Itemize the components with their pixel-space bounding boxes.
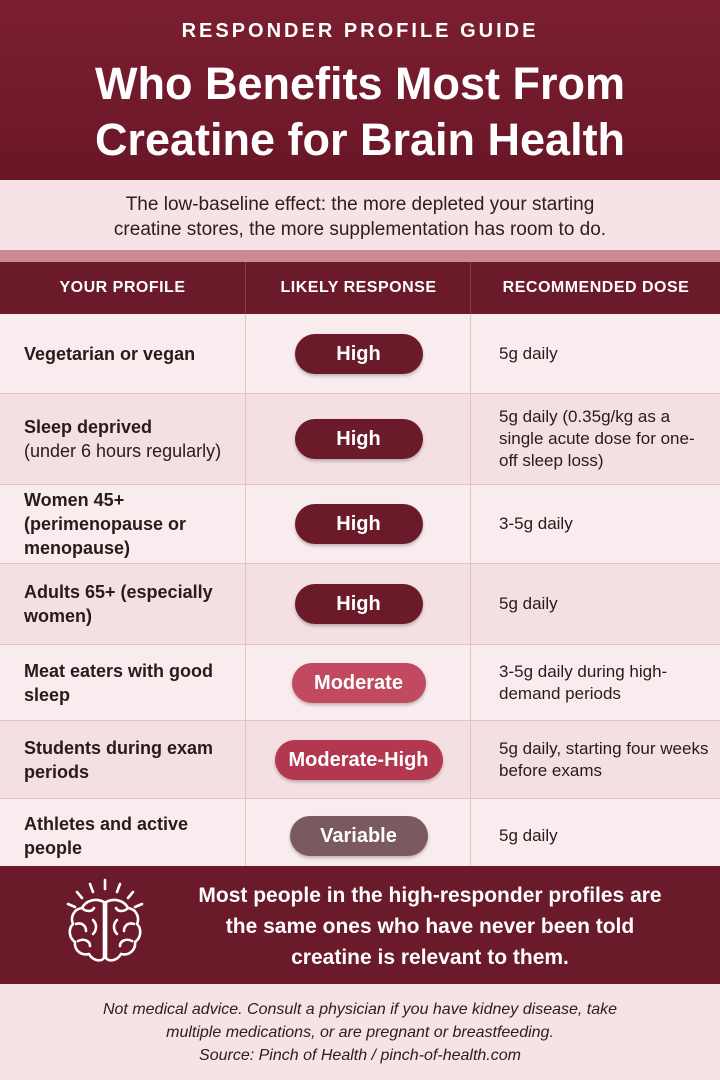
profile-cell: Meat eaters with good sleep — [0, 645, 245, 720]
intro-line-1: The low-baseline effect: the more deplet… — [125, 194, 595, 215]
footer-disclaimer: Not medical advice. Consult a physician … — [0, 984, 720, 1080]
dose-cell: 5g daily — [470, 799, 720, 872]
profile-cell: Adults 65+ (especially women) — [0, 564, 245, 644]
disclaimer-line-2: multiple medications, or are pregnant or… — [166, 1024, 554, 1041]
dose-cell: 5g daily — [470, 314, 720, 393]
callout-line-1: Most people in the high-responder profil… — [198, 884, 662, 907]
header-kicker: RESPONDER PROFILE GUIDE — [181, 20, 539, 42]
response-cell: Variable — [245, 799, 471, 872]
column-header-profile: YOUR PROFILE — [59, 279, 186, 296]
response-badge: Variable — [289, 815, 428, 856]
response-badge: High — [294, 333, 423, 374]
response-badge: High — [294, 584, 423, 624]
profile-label: Students during exam periods — [24, 737, 214, 782]
response-cell: High — [245, 564, 471, 644]
profile-note: (under 6 hours regularly) — [24, 441, 222, 461]
table-row: Meat eaters with good sleep Moderate 3-5… — [0, 645, 720, 721]
response-cell: High — [245, 314, 471, 393]
profile-cell: Athletes and active people — [0, 799, 245, 872]
responder-table: YOUR PROFILE LIKELY RESPONSE RECOMMENDED… — [0, 262, 720, 873]
dose-cell: 5g daily, starting four weeks before exa… — [470, 721, 720, 798]
profile-label: Athletes and active people — [24, 813, 189, 858]
profile-label: Meat eaters with good sleep — [24, 660, 214, 705]
column-header-dose: RECOMMENDED DOSE — [470, 262, 720, 314]
profile-label: Women 45+ (perimenopause or menopause) — [24, 490, 187, 558]
profile-label: Vegetarian or vegan — [24, 343, 196, 364]
page-title: Who Benefits Most From Creatine for Brai… — [0, 56, 720, 168]
table-row: Sleep deprived (under 6 hours regularly) … — [0, 394, 720, 485]
brain-icon — [66, 878, 144, 962]
profile-cell: Women 45+ (perimenopause or menopause) — [0, 485, 245, 563]
profile-cell: Students during exam periods — [0, 721, 245, 798]
table-row: Athletes and active people Variable 5g d… — [0, 799, 720, 873]
response-cell: High — [245, 485, 471, 563]
title-line-2: Creatine for Brain Health — [94, 114, 626, 165]
profile-cell: Sleep deprived (under 6 hours regularly) — [0, 394, 245, 484]
table-header: YOUR PROFILE LIKELY RESPONSE RECOMMENDED… — [0, 262, 720, 314]
profile-label: Sleep deprived — [24, 417, 153, 437]
table-row: Adults 65+ (especially women) High 5g da… — [0, 564, 720, 645]
source-line: Source: Pinch of Health / pinch-of-healt… — [199, 1047, 521, 1064]
table-row: Vegetarian or vegan High 5g daily — [0, 314, 720, 394]
table-body: Vegetarian or vegan High 5g daily Sleep … — [0, 314, 720, 873]
divider-band — [0, 250, 720, 262]
dose-cell: 5g daily — [470, 564, 720, 644]
response-badge: Moderate-High — [274, 739, 443, 780]
header: RESPONDER PROFILE GUIDE Who Benefits Mos… — [0, 0, 720, 180]
response-badge: High — [294, 504, 423, 544]
dose-cell: 3-5g daily during high-demand periods — [470, 645, 720, 720]
profile-cell: Vegetarian or vegan — [0, 314, 245, 393]
callout-line-3: creatine is relevant to them. — [291, 946, 569, 969]
disclaimer-line-1: Not medical advice. Consult a physician … — [102, 1001, 618, 1018]
dose-cell: 5g daily (0.35g/kg as a single acute dos… — [470, 394, 720, 484]
response-badge: Moderate — [291, 662, 426, 703]
table-row: Students during exam periods Moderate-Hi… — [0, 721, 720, 799]
title-line-1: Who Benefits Most From — [95, 58, 625, 109]
response-cell: High — [245, 394, 471, 484]
response-cell: Moderate-High — [245, 721, 471, 798]
response-cell: Moderate — [245, 645, 471, 720]
callout-banner: Most people in the high-responder profil… — [0, 866, 720, 984]
column-header-response: LIKELY RESPONSE — [245, 262, 471, 314]
table-row: Women 45+ (perimenopause or menopause) H… — [0, 485, 720, 564]
dose-cell: 3-5g daily — [470, 485, 720, 563]
intro-text: The low-baseline effect: the more deplet… — [0, 180, 720, 250]
profile-label: Adults 65+ (especially women) — [24, 582, 213, 626]
intro-line-2: creatine stores, the more supplementatio… — [113, 219, 607, 240]
callout-text: Most people in the high-responder profil… — [170, 880, 690, 973]
response-badge: High — [294, 419, 423, 459]
callout-line-2: the same ones who have never been told — [225, 915, 635, 938]
